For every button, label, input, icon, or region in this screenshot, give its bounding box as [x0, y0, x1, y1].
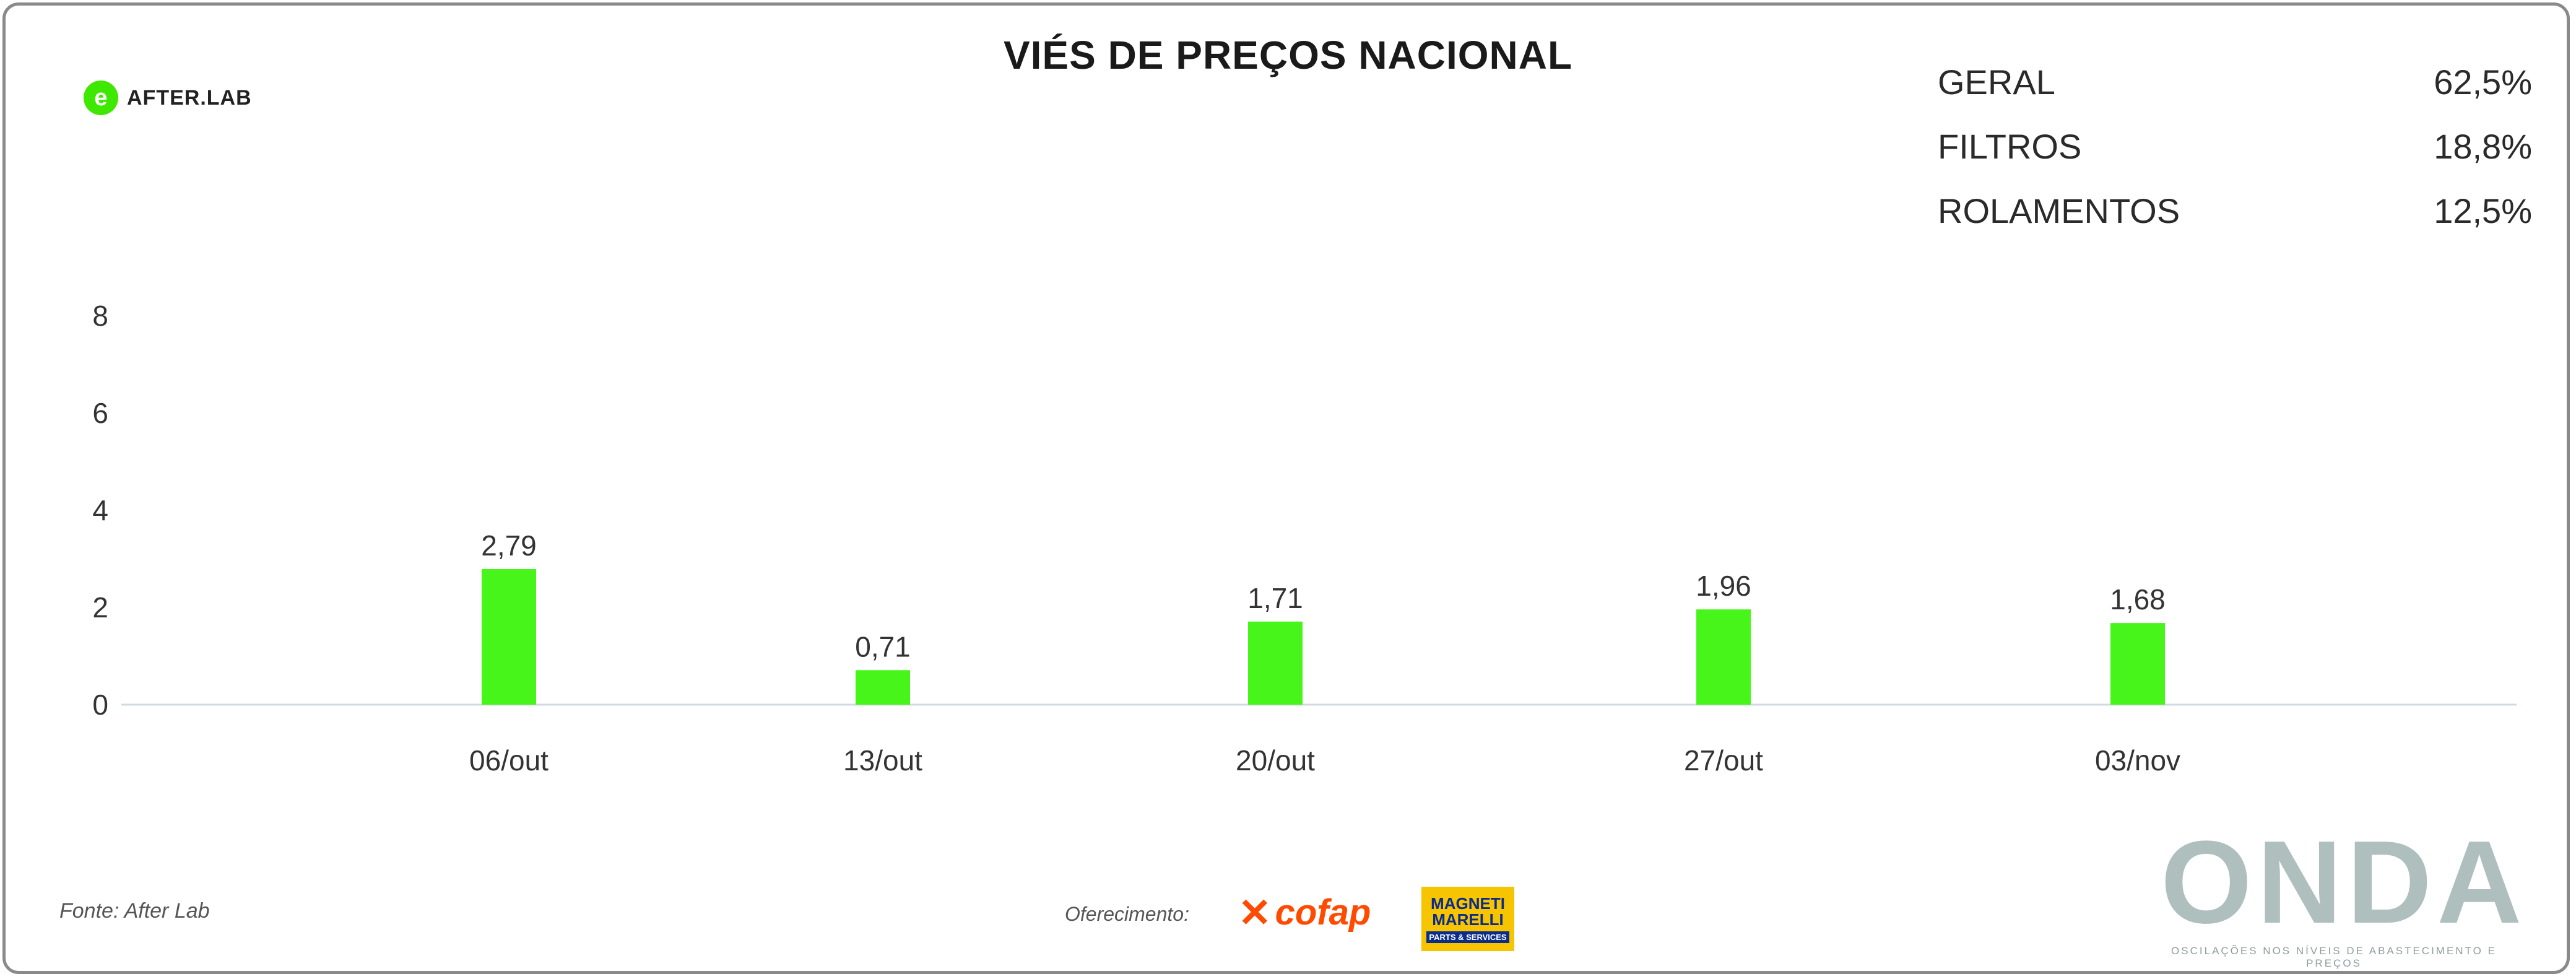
stat-value: 12,5%	[2434, 191, 2532, 230]
bar	[1248, 621, 1303, 705]
data-label: 0,71	[855, 630, 911, 663]
cofap-wordmark: cofap	[1275, 892, 1371, 933]
bar	[1696, 609, 1751, 705]
x-tick-label: 20/out	[1236, 744, 1315, 777]
mm-line1: MAGNETI	[1431, 894, 1505, 913]
magneti-marelli-logo: MAGNETI MARELLI PARTS & SERVICES	[1421, 887, 1514, 951]
stat-label: GERAL	[1938, 62, 2055, 102]
stat-row-geral: GERAL 62,5%	[1938, 50, 2532, 114]
x-tick-label: 03/nov	[2095, 744, 2180, 777]
bar	[482, 568, 536, 705]
brand-logo: e AFTER.LAB	[84, 80, 252, 115]
sponsor-label: Oferecimento:	[1065, 903, 1189, 925]
brand-name: AFTER.LAB	[127, 85, 252, 110]
mm-line2: MARELLI	[1432, 910, 1504, 929]
y-tick-label: 2	[92, 591, 108, 624]
stat-row-filtros: FILTROS 18,8%	[1938, 114, 2532, 178]
stat-label: ROLAMENTOS	[1938, 191, 2180, 230]
y-tick-label: 6	[92, 397, 108, 429]
stat-label: FILTROS	[1938, 126, 2082, 166]
data-label: 1,68	[2110, 583, 2166, 616]
chart-title: VIÉS DE PREÇOS NACIONAL	[1003, 33, 1573, 77]
y-tick-label: 0	[92, 689, 108, 721]
stat-row-rolamentos: ROLAMENTOS 12,5%	[1938, 178, 2532, 243]
x-tick-label: 13/out	[843, 744, 922, 777]
data-label: 2,79	[481, 529, 537, 562]
x-tick-label: 27/out	[1684, 744, 1763, 777]
x-tick-label: 06/out	[469, 744, 549, 777]
stats-panel: GERAL 62,5% FILTROS 18,8% ROLAMENTOS 12,…	[1938, 50, 2532, 243]
onda-tagline: OSCILAÇÕES NOS NÍVEIS DE ABASTECIMENTO E…	[2171, 945, 2497, 969]
y-tick-label: 8	[92, 300, 108, 332]
cofap-logo: ✕ cofap	[1238, 892, 1371, 933]
bar	[2110, 623, 2165, 705]
data-label: 1,71	[1247, 582, 1303, 614]
stat-value: 18,8%	[2434, 126, 2532, 166]
onda-wordmark: ONDA	[2161, 817, 2527, 948]
source-note: Fonte: After Lab	[59, 899, 210, 923]
onda-logo: ONDA OSCILAÇÕES NOS NÍVEIS DE ABASTECIME…	[2161, 817, 2527, 970]
mm-tagline: PARTS & SERVICES	[1426, 931, 1509, 943]
cofap-x-icon: ✕	[1238, 890, 1272, 935]
data-label: 1,96	[1696, 570, 1751, 602]
afterlab-logo-icon: e	[84, 80, 118, 115]
bar	[856, 670, 910, 705]
stat-value: 62,5%	[2434, 62, 2532, 102]
y-tick-label: 4	[92, 494, 108, 526]
